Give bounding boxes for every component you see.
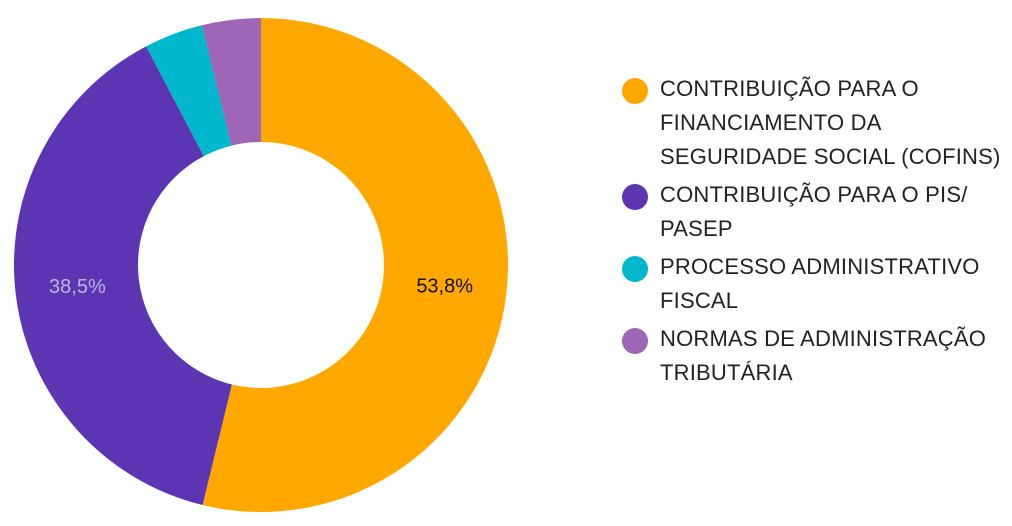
- legend-swatch-4: [622, 328, 648, 354]
- legend-item-1: CONTRIBUIÇÃO PARA O FINANCIAMENTO DA SEG…: [622, 72, 1002, 174]
- legend-swatch-1: [622, 78, 648, 104]
- slice-data-label-2: 38,5%: [49, 276, 106, 298]
- legend-item-2: CONTRIBUIÇÃO PARA O PIS/ PASEP: [622, 178, 1002, 246]
- donut-chart: 53,8% 38,5%: [13, 18, 508, 512]
- legend-item-3: PROCESSO ADMINISTRATIVO FISCAL: [622, 250, 1002, 318]
- legend-label-4: NORMAS DE ADMINISTRAÇÃO TRIBUTÁRIA: [660, 326, 987, 385]
- legend-label-3: PROCESSO ADMINISTRATIVO FISCAL: [660, 254, 980, 313]
- slice-data-label-1: 53,8%: [416, 275, 473, 297]
- chart-legend: CONTRIBUIÇÃO PARA O FINANCIAMENTO DA SEG…: [622, 72, 1002, 394]
- legend-swatch-2: [622, 184, 648, 210]
- legend-label-1: CONTRIBUIÇÃO PARA O FINANCIAMENTO DA SEG…: [660, 76, 1001, 169]
- legend-label-2: CONTRIBUIÇÃO PARA O PIS/ PASEP: [660, 182, 968, 241]
- legend-item-4: NORMAS DE ADMINISTRAÇÃO TRIBUTÁRIA: [622, 322, 1002, 390]
- donut-slice-4: [201, 18, 261, 146]
- legend-swatch-3: [622, 256, 648, 282]
- donut-slice-2: [13, 46, 232, 505]
- donut-slice-1: [202, 18, 508, 512]
- donut-slice-3: [146, 25, 232, 157]
